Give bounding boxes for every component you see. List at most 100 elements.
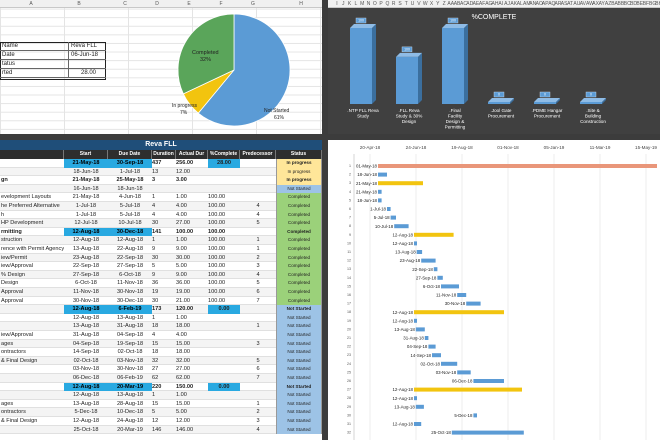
column-header-ah[interactable]: AH xyxy=(491,1,499,7)
gantt-bar[interactable] xyxy=(457,370,471,375)
cell-act[interactable]: 15.00 xyxy=(176,340,190,347)
cell-due[interactable]: 02-Oct-18 xyxy=(117,349,143,356)
cell-act[interactable]: 5.00 xyxy=(176,409,187,416)
cell-act[interactable]: 9.00 xyxy=(176,246,187,252)
column-header-ar[interactable]: AR xyxy=(554,1,562,7)
bar-4[interactable] xyxy=(534,102,556,104)
cell-due[interactable]: 10-Jul-18 xyxy=(118,220,142,227)
header-actual[interactable]: Actual Dur xyxy=(176,150,208,159)
cell-task[interactable]: ages xyxy=(1,340,14,347)
gantt-chart-svg[interactable]: 20-Apr-18 24-Jun-18 19-Aug-18 01-Nov-18 05-J… xyxy=(328,140,660,440)
cell-dur[interactable]: 1 xyxy=(152,237,156,244)
cell-pct[interactable]: 28.00 xyxy=(208,159,240,168)
cell-task[interactable] xyxy=(0,383,64,392)
header-pred[interactable]: Predecessor xyxy=(240,150,276,159)
column-header-a[interactable]: A xyxy=(29,1,33,7)
column-header-p[interactable]: P xyxy=(379,1,383,7)
cell-status[interactable]: Completed xyxy=(276,219,322,228)
column-header-b[interactable]: B xyxy=(77,1,81,7)
cell-dur[interactable]: 13 xyxy=(152,168,159,175)
table-row[interactable]: ages 04-Sep-18 19-Sep-18 15 15.00 3 Not Starte… xyxy=(0,339,322,349)
cell-status[interactable]: Not Started xyxy=(276,322,322,331)
cell-start[interactable]: 25-Oct-18 xyxy=(73,426,99,433)
column-header-aa[interactable]: AA xyxy=(447,1,455,7)
cell-pred[interactable] xyxy=(240,159,276,168)
column-header-ap[interactable]: AP xyxy=(541,1,549,7)
column-header-bd[interactable]: BD xyxy=(630,1,638,7)
cell-dur[interactable]: 15 xyxy=(152,340,159,347)
column-header-r[interactable]: R xyxy=(391,1,396,7)
info-label-date[interactable]: Date xyxy=(0,51,68,60)
cell-pred[interactable]: 4 xyxy=(256,203,260,209)
gantt-bar[interactable] xyxy=(378,164,657,168)
cell-task[interactable] xyxy=(0,305,64,314)
column-header-al[interactable]: AL xyxy=(516,1,523,7)
cell-pct[interactable] xyxy=(208,426,240,435)
gantt-bar[interactable] xyxy=(451,430,524,435)
cell-start[interactable]: 22-Sep-18 xyxy=(72,263,100,270)
cell-act[interactable]: 1.00 xyxy=(176,314,187,321)
cell-status[interactable]: Not Started xyxy=(276,348,322,357)
cell-pred[interactable]: 3 xyxy=(256,340,260,347)
column-header-t[interactable]: T xyxy=(404,1,408,7)
gantt-bar[interactable] xyxy=(414,318,417,323)
cell-dur[interactable]: 146 xyxy=(152,426,162,433)
cell-status[interactable]: Not Started xyxy=(276,399,322,409)
column-header-ae[interactable]: AE xyxy=(472,1,480,7)
cell-task[interactable] xyxy=(0,168,64,177)
cell-status[interactable]: Not Started xyxy=(276,339,322,349)
bar-0[interactable] xyxy=(350,28,372,104)
cell-task[interactable]: iew/Approval xyxy=(1,263,34,270)
cell-act[interactable] xyxy=(176,185,208,194)
cell-dur[interactable]: 4 xyxy=(152,332,156,338)
cell-start[interactable]: 13-Aug-18 xyxy=(72,246,100,252)
cell-dur[interactable]: 4 xyxy=(152,211,156,218)
cell-task[interactable]: iew/Permit xyxy=(1,254,28,261)
gantt-bar[interactable] xyxy=(414,387,522,392)
cell-start[interactable]: 12-Aug-18 xyxy=(72,418,100,424)
gantt-bar[interactable] xyxy=(428,344,436,349)
cell-pred[interactable]: 5 xyxy=(256,357,260,364)
cell-pct[interactable] xyxy=(208,340,240,349)
cell-start[interactable]: 23-Aug-18 xyxy=(72,254,100,261)
cell-act[interactable]: 18.00 xyxy=(176,349,190,356)
column-header-l[interactable]: L xyxy=(354,1,358,7)
status-pie-chart[interactable]: Completed 32% In progress 7% Not Started… xyxy=(160,10,300,130)
cell-task[interactable] xyxy=(0,322,64,331)
column-header-y[interactable]: Y xyxy=(436,1,440,7)
cell-dur[interactable]: 15 xyxy=(152,400,159,407)
cell-start[interactable]: 12-Aug-18 xyxy=(72,237,100,244)
table-row[interactable]: evelopment Layouts 21-May-18 4-Jun-18 1 1.00… xyxy=(0,193,322,202)
bar-2[interactable] xyxy=(442,28,464,104)
cell-act[interactable]: 256.00 xyxy=(176,160,194,166)
column-header-aj[interactable]: AJ xyxy=(504,1,511,7)
table-row[interactable]: struction 12-Aug-18 12-Aug-18 1 1.00 100.00 1 C… xyxy=(0,236,322,245)
cell-pct[interactable] xyxy=(208,400,240,409)
cell-pct[interactable]: 0.00 xyxy=(208,382,240,392)
bar-1[interactable] xyxy=(396,56,418,104)
cell-status[interactable]: Not Started xyxy=(276,184,322,194)
cell-start[interactable]: 16-Jun-18 xyxy=(73,185,99,192)
cell-task[interactable]: Approval xyxy=(1,289,24,295)
column-header-j[interactable]: J xyxy=(342,1,345,7)
cell-pct[interactable]: 100.00 xyxy=(208,220,226,227)
cell-start[interactable]: 13-Aug-18 xyxy=(72,323,100,330)
cell-act[interactable]: 32.00 xyxy=(176,357,190,364)
cell-start[interactable]: 27-Sep-18 xyxy=(72,271,100,278)
column-header-ba[interactable]: BA xyxy=(611,1,618,7)
cell-pct[interactable]: 100.00 xyxy=(208,237,226,244)
cell-start[interactable]: 21-May-18 xyxy=(64,159,108,168)
bar-3[interactable] xyxy=(488,102,510,104)
column-header-v[interactable]: V xyxy=(417,1,421,7)
cell-pct[interactable] xyxy=(208,322,240,331)
cell-pred[interactable]: 1 xyxy=(256,246,260,252)
cell-pred[interactable]: 3 xyxy=(256,418,260,424)
cell-start[interactable]: 21-May-18 xyxy=(72,194,100,201)
cell-status[interactable]: Completed xyxy=(276,227,322,237)
cell-dur[interactable]: 30 xyxy=(152,254,159,261)
header-status[interactable]: Status xyxy=(276,150,322,159)
cell-due[interactable]: 13-Aug-18 xyxy=(116,314,144,321)
gantt-bar[interactable] xyxy=(378,189,382,194)
cell-pct[interactable]: 100.00 xyxy=(208,263,226,270)
cell-task[interactable]: % Design xyxy=(1,271,25,278)
